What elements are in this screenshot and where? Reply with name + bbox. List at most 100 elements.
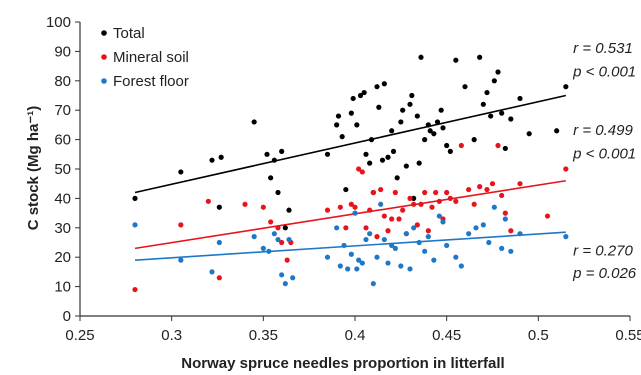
data-point [268,175,274,181]
data-point [480,101,486,107]
y-tick-label: 100 [46,14,71,31]
data-point [429,204,435,210]
data-point [251,234,257,240]
data-point [385,260,391,266]
data-point [335,113,342,119]
data-point [251,119,257,125]
data-point [385,154,391,160]
data-point [403,231,409,237]
data-point [370,189,376,196]
data-point [392,189,398,196]
y-tick-label: 50 [54,161,71,178]
data-point [489,181,496,187]
data-point [339,134,345,140]
x-axis-title: Norway spruce needles proportion in litt… [181,355,504,372]
y-tick-label: 40 [54,190,71,207]
data-point [209,269,215,275]
data-point [282,281,288,287]
data-point [488,113,494,119]
data-point [242,201,248,207]
data-point [517,181,523,187]
data-point [425,228,431,234]
annotation-p: p = 0.026 [572,265,637,282]
y-tick-label: 0 [63,308,71,325]
data-point [563,84,569,90]
data-point [370,281,376,287]
data-point [132,286,138,293]
data-point [389,128,395,134]
data-point [444,142,450,149]
x-tick-label: 0.45 [432,327,461,344]
data-point [407,101,413,107]
annotation-r: r = 0.531 [573,40,633,57]
y-tick-label: 80 [54,73,71,90]
data-point [480,222,486,228]
data-point [491,204,497,210]
data-point [352,204,358,210]
data-point [279,239,285,246]
data-point [286,236,292,243]
data-point [216,239,222,246]
data-point [563,234,569,240]
data-point [381,236,387,243]
x-tick-label: 0.4 [345,327,366,344]
legend: Total Mineral soil Forest floor [101,25,189,90]
data-point [508,228,514,234]
data-point [348,110,354,116]
data-point [422,248,428,254]
data-point [418,201,424,207]
data-point [502,210,508,216]
data-point [348,201,354,207]
data-point [361,89,367,96]
y-tick-label: 30 [54,220,71,237]
data-point [271,157,277,163]
data-point [499,110,505,116]
data-point [414,113,420,119]
data-point [563,166,569,172]
trend-line [134,94,567,194]
data-point [422,189,428,196]
data-point [282,225,288,231]
data-point [367,207,373,213]
data-point [334,122,340,128]
data-point [363,236,369,243]
data-point [416,239,422,246]
y-tick-label: 70 [54,102,71,119]
data-point [279,272,285,278]
data-point [407,266,413,272]
data-point [418,54,424,60]
data-point [264,151,270,157]
data-point [367,160,373,166]
data-point [508,248,514,254]
data-point [378,186,384,193]
data-point [279,148,285,154]
data-point [517,231,523,237]
trend-line [134,231,566,261]
data-point [453,254,459,260]
data-point [495,142,501,149]
data-point [400,107,406,113]
data-point [502,145,508,152]
data-point [440,125,446,131]
data-point [275,236,281,243]
data-point [433,189,439,196]
data-point [376,104,382,110]
data-point [343,225,349,231]
data-point [554,128,560,134]
axes [79,22,630,317]
legend-marker [101,78,107,84]
data-point [178,222,184,228]
y-tick-label: 20 [54,249,71,266]
data-point [205,198,211,204]
data-point [477,54,483,60]
x-tick-label: 0.5 [528,327,549,344]
data-point [352,210,358,216]
data-point [394,175,400,181]
data-point [216,204,222,210]
data-point [324,151,331,157]
data-point [290,275,296,281]
data-point [374,234,380,240]
data-point [268,219,274,225]
trend-line [134,179,566,250]
